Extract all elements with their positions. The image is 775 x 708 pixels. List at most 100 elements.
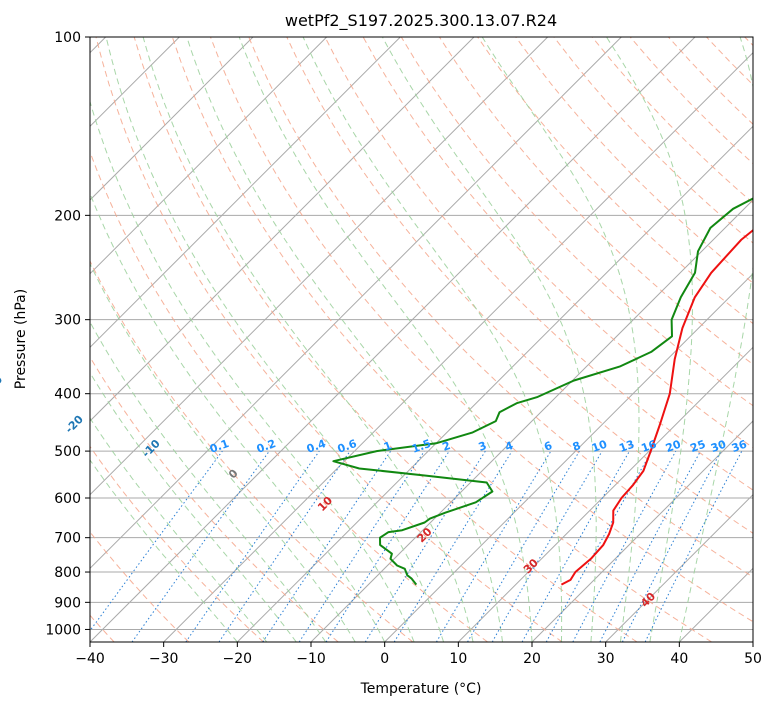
y-tick-label: 700 [54,531,81,547]
isotherm-line [605,493,753,642]
moist-adiabat-line [90,99,415,642]
dry-adiabat-line [324,37,753,491]
isotherm-line [90,37,696,642]
y-tick-label: 400 [54,387,81,403]
mixing-ratio-label: 3 [477,439,489,454]
isotherm-line [752,641,753,642]
mixing-ratio-label: 10 [590,438,609,456]
mixing-ratio-label: 30 [709,438,728,456]
mixing-ratio-line [90,450,223,632]
isotherm-line [90,37,475,422]
isotherm-line [384,272,753,642]
mixing-ratio-line [131,450,270,642]
x-tick-label: 50 [744,651,762,667]
mixing-ratio-line [467,450,580,642]
mixing-ratio-line [185,450,320,642]
y-tick-label: 300 [54,313,81,329]
isotherm-line [457,346,753,642]
isotherm-line [236,125,753,642]
isotherm-line [90,37,328,275]
moist-adiabat-line [302,37,563,642]
y-tick-label: 200 [54,208,81,224]
moist-adiabat-line [186,37,503,642]
isotherm-line [90,37,401,349]
mixing-ratio-label: 1.5 [410,437,433,456]
y-tick-label: 800 [54,565,81,581]
moist-adiabat-line [381,37,597,642]
y-tick-label: 1000 [45,622,81,638]
isotherm-line [90,37,622,570]
moist-adiabat-line [90,321,327,642]
mixing-ratio-line [298,450,425,642]
dry-adiabat-line [744,37,753,47]
mixing-ratio-label: 4 [503,439,515,454]
grid-layer [90,37,753,642]
tick-layer: −40 −30 −20 −10 0 10 20 30 40 5010020030040050060… [45,30,762,667]
dry-adiabat-line [668,37,753,125]
moist-adiabat-line [90,192,386,642]
x-tick-label: −10 [296,651,326,667]
isotherm-line [531,420,753,642]
dry-adiabat-line [515,37,753,284]
moist-adiabat-line [90,371,297,642]
data-layer [332,197,753,586]
x-axis-label: Temperature (°C) [360,681,482,697]
moist-adiabat-line [90,262,356,642]
isotherm-line [90,37,254,201]
dry-adiabat-line [591,37,753,204]
moist-adiabat-line [678,37,753,642]
mixing-ratio-label: 0.4 [305,437,328,456]
x-tick-label: −30 [149,651,179,667]
moist-adiabat-line [142,37,474,642]
y-axis-label: Pressure (hPa) [13,289,29,389]
dry-adiabat-line [210,37,753,623]
dry-adiabat-line [248,37,753,578]
mixing-ratio-line [262,450,392,642]
y-tick-label: 500 [54,444,81,460]
x-tick-label: 20 [523,651,541,667]
isotherm-line [90,37,549,496]
moist-adiabat-line [238,37,533,642]
moist-adiabat-line [90,417,268,642]
x-tick-label: −20 [223,651,253,667]
isotherm-line [678,567,753,642]
dry-adiabat-line [95,37,563,642]
mixing-ratio-label: 0.1 [208,437,231,456]
dry-adiabat-label: -10 [140,437,163,460]
mixing-ratio-label: 25 [689,438,708,455]
label-layer: -100-90-80-70-60-50-40-30-20-10010203040… [0,373,749,610]
mixing-ratio-label: 2 [441,439,453,454]
mixing-ratio-line [572,450,677,642]
mixing-ratio-label: 20 [664,438,683,456]
mixing-ratio-line [545,450,653,642]
dry-adiabat-label: 0 [226,467,241,482]
mixing-ratio-label: 1 [382,439,394,454]
moist-adiabat-line [90,459,238,642]
mixing-ratio-line [218,450,351,642]
y-tick-label: 100 [54,30,81,46]
temperature-line [560,228,753,586]
dry-adiabat-label: -30 [0,373,5,396]
mixing-ratio-label: 13 [617,438,636,455]
x-tick-label: 10 [449,651,467,667]
y-tick-label: 900 [54,595,81,611]
moist-adiabat-line [481,37,640,642]
mixing-ratio-line [393,450,513,642]
chart-title: wetPf2_S197.2025.300.13.07.R24 [285,11,557,31]
isotherm-line [310,199,753,642]
x-tick-label: 40 [670,651,688,667]
mixing-ratio-line [644,450,743,642]
mixing-ratio-label: 36 [730,438,749,456]
dry-adiabat-line [90,445,264,642]
mixing-ratio-label: 16 [640,438,659,456]
mixing-ratio-label: 6 [542,439,554,454]
x-tick-label: 0 [380,651,389,667]
mixing-ratio-label: 0.6 [336,437,359,456]
y-tick-label: 600 [54,491,81,507]
dry-adiabat-line [553,37,753,244]
dry-adiabat-line [133,37,638,642]
mixing-ratio-line [599,450,701,642]
mixing-ratio-line [325,450,450,642]
dry-adiabat-label: -20 [63,412,86,435]
x-tick-label: −40 [75,651,105,667]
